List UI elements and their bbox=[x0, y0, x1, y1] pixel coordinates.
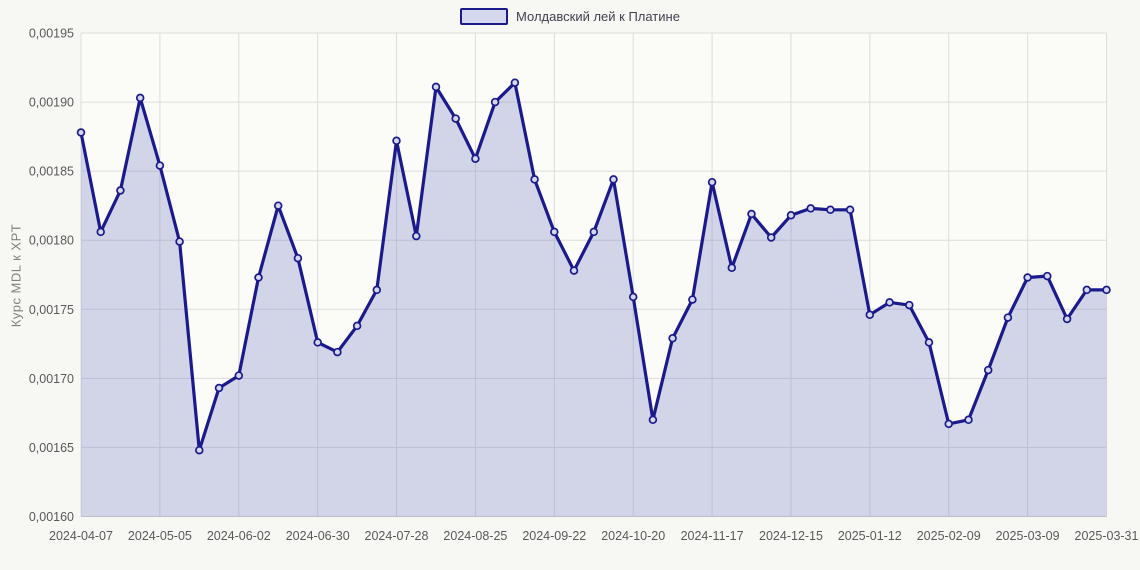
data-point-marker[interactable] bbox=[234, 371, 244, 380]
data-point-marker[interactable] bbox=[313, 338, 322, 347]
data-point-marker[interactable] bbox=[155, 161, 165, 170]
x-tick-label: 2025-03-31 bbox=[1075, 529, 1139, 543]
data-point-marker[interactable] bbox=[569, 266, 579, 275]
data-point-marker[interactable] bbox=[944, 419, 953, 429]
data-point-marker[interactable] bbox=[471, 154, 480, 163]
data-point-marker[interactable] bbox=[964, 415, 973, 425]
data-point-marker[interactable] bbox=[451, 114, 460, 123]
data-point-marker[interactable] bbox=[550, 227, 559, 237]
data-point-marker[interactable] bbox=[648, 415, 658, 425]
data-point-marker[interactable] bbox=[530, 175, 539, 184]
data-point-marker[interactable] bbox=[1062, 314, 1072, 324]
series-area-fill bbox=[81, 82, 1107, 517]
y-tick-label: 0,00170 bbox=[29, 372, 74, 386]
x-tick-label: 2024-07-28 bbox=[365, 529, 429, 543]
y-tick-label: 0,00165 bbox=[29, 441, 74, 455]
data-point-marker[interactable] bbox=[1102, 285, 1111, 295]
data-point-marker[interactable] bbox=[116, 186, 125, 195]
data-point-marker[interactable] bbox=[628, 292, 638, 302]
data-point-marker[interactable] bbox=[510, 78, 520, 87]
data-point-marker[interactable] bbox=[806, 204, 815, 213]
x-tick-label: 2024-05-05 bbox=[128, 529, 192, 543]
data-point-marker[interactable] bbox=[609, 175, 618, 184]
y-tick-label: 0,00190 bbox=[29, 96, 74, 110]
data-point-marker[interactable] bbox=[175, 237, 184, 246]
data-point-marker[interactable] bbox=[826, 205, 835, 215]
y-tick-label: 0,00180 bbox=[29, 234, 74, 248]
data-point-marker[interactable] bbox=[333, 347, 342, 357]
data-point-marker[interactable] bbox=[195, 445, 204, 455]
x-tick-label: 2024-11-17 bbox=[681, 529, 744, 543]
y-tick-label: 0,00185 bbox=[29, 165, 74, 179]
y-axis-title: Курс MDL к XPT bbox=[8, 223, 24, 328]
data-point-marker[interactable] bbox=[668, 334, 677, 343]
plot-area bbox=[81, 33, 1107, 517]
x-tick-label: 2024-10-20 bbox=[601, 529, 665, 543]
data-point-marker[interactable] bbox=[905, 300, 914, 310]
x-tick-label: 2024-09-22 bbox=[522, 529, 586, 543]
x-tick-label: 2024-04-07 bbox=[49, 529, 113, 543]
y-tick-label: 0,00175 bbox=[29, 303, 74, 317]
data-point-marker[interactable] bbox=[273, 201, 283, 210]
data-point-marker[interactable] bbox=[76, 128, 86, 137]
data-point-marker[interactable] bbox=[766, 233, 776, 242]
data-point-marker[interactable] bbox=[293, 253, 303, 263]
legend-series-label: Молдавский лей к Платине bbox=[516, 8, 680, 24]
data-point-marker[interactable] bbox=[924, 338, 934, 347]
data-point-marker[interactable] bbox=[352, 321, 362, 331]
legend-swatch-icon bbox=[460, 7, 509, 25]
data-point-marker[interactable] bbox=[865, 310, 875, 320]
x-tick-label: 2024-12-15 bbox=[759, 529, 823, 543]
data-point-marker[interactable] bbox=[135, 93, 145, 103]
data-point-marker[interactable] bbox=[254, 273, 263, 282]
data-point-marker[interactable] bbox=[983, 365, 993, 375]
legend-item[interactable]: Молдавский лей к Платине bbox=[0, 6, 1140, 26]
data-point-marker[interactable] bbox=[707, 177, 717, 187]
data-point-marker[interactable] bbox=[688, 295, 697, 304]
x-tick-label: 2024-06-02 bbox=[207, 529, 271, 543]
data-point-marker[interactable] bbox=[1023, 273, 1032, 282]
data-point-marker[interactable] bbox=[372, 285, 382, 295]
data-point-marker[interactable] bbox=[786, 211, 796, 220]
data-point-marker[interactable] bbox=[1003, 313, 1013, 322]
x-tick-label: 2025-03-09 bbox=[996, 529, 1060, 543]
x-tick-label: 2025-01-12 bbox=[838, 529, 902, 543]
data-point-marker[interactable] bbox=[431, 82, 441, 92]
data-point-marker[interactable] bbox=[589, 227, 599, 237]
data-point-marker[interactable] bbox=[392, 136, 401, 146]
data-point-marker[interactable] bbox=[845, 205, 855, 215]
data-point-marker[interactable] bbox=[1082, 285, 1092, 295]
data-point-marker[interactable] bbox=[214, 383, 224, 393]
x-tick-label: 2024-06-30 bbox=[286, 529, 350, 543]
x-tick-label: 2025-02-09 bbox=[917, 529, 981, 543]
data-point-marker[interactable] bbox=[1043, 271, 1052, 281]
y-tick-label: 0,00160 bbox=[29, 510, 74, 524]
x-tick-label: 2024-08-25 bbox=[443, 529, 507, 543]
data-point-marker[interactable] bbox=[96, 227, 105, 237]
data-point-marker[interactable] bbox=[490, 97, 500, 107]
y-tick-label: 0,00195 bbox=[29, 27, 74, 41]
data-point-marker[interactable] bbox=[727, 263, 737, 273]
data-point-marker[interactable] bbox=[747, 209, 756, 219]
data-point-marker[interactable] bbox=[885, 298, 894, 307]
data-point-marker[interactable] bbox=[412, 231, 421, 241]
